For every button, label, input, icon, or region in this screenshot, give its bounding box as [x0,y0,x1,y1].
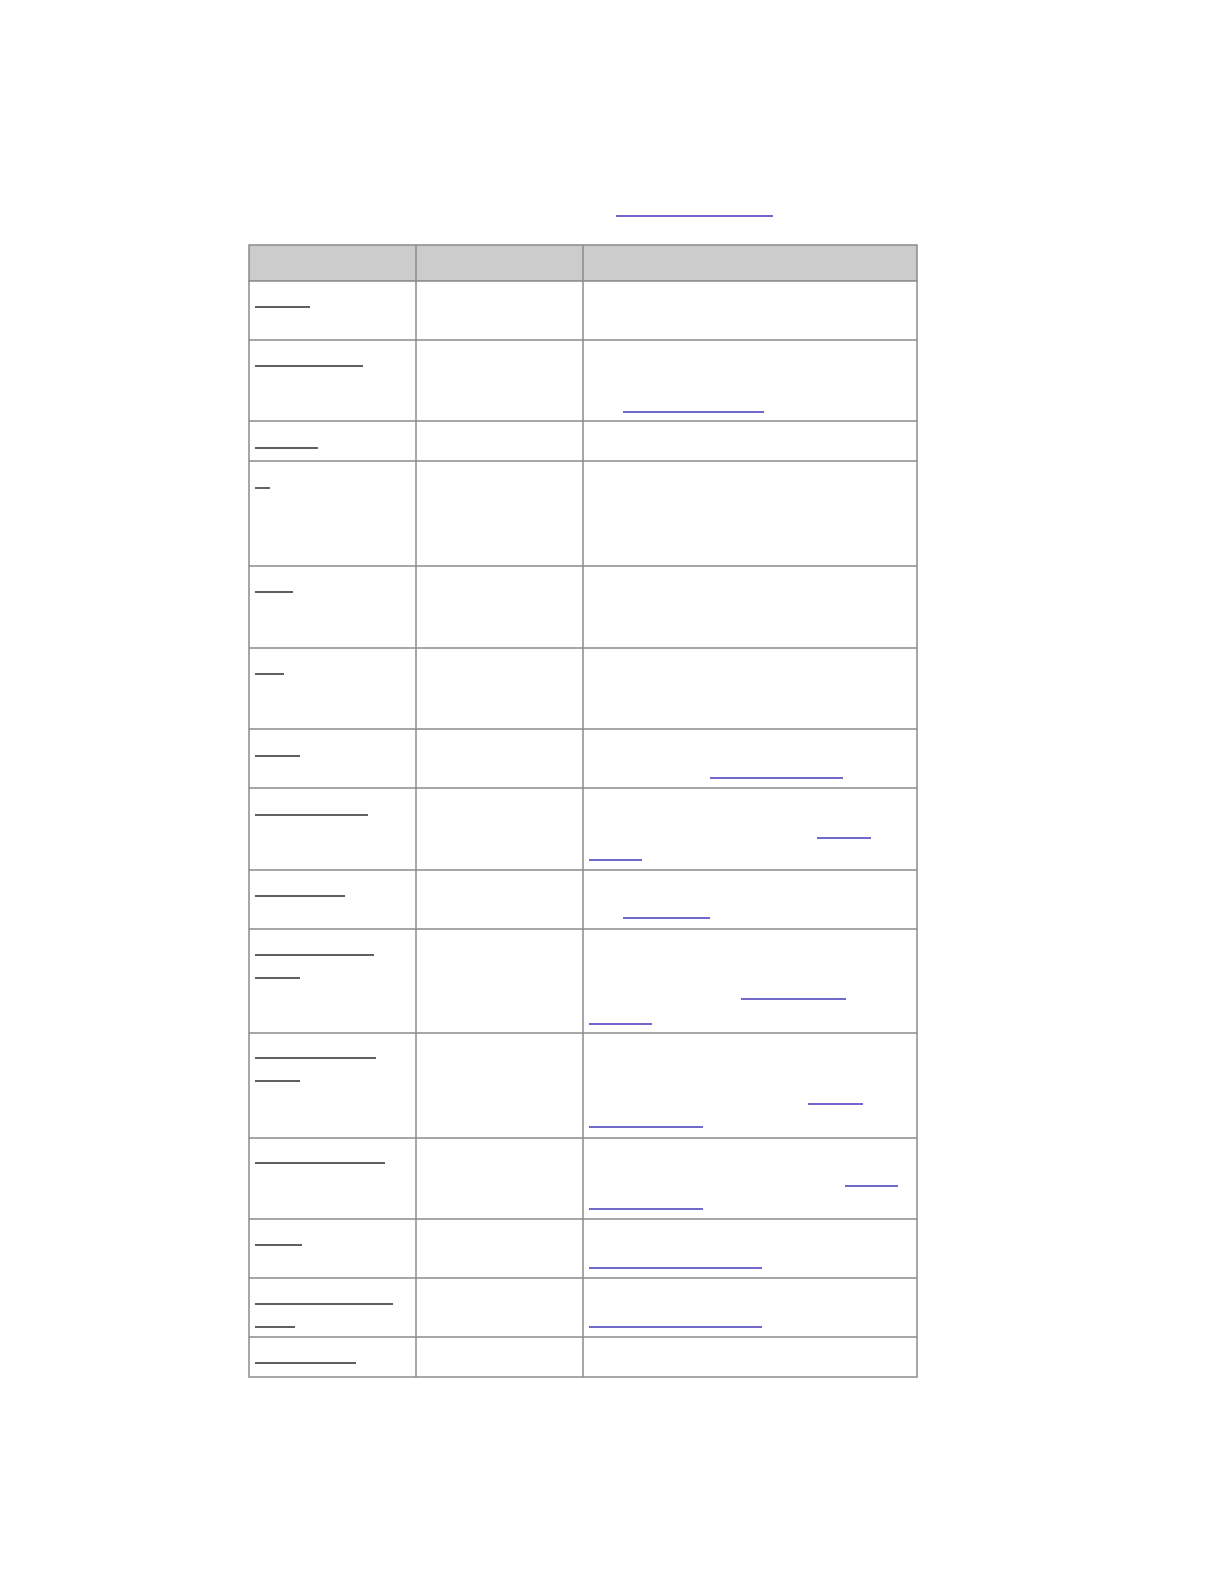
links [255,215,898,1364]
table [248,244,918,1378]
row-dividers [249,339,917,1338]
